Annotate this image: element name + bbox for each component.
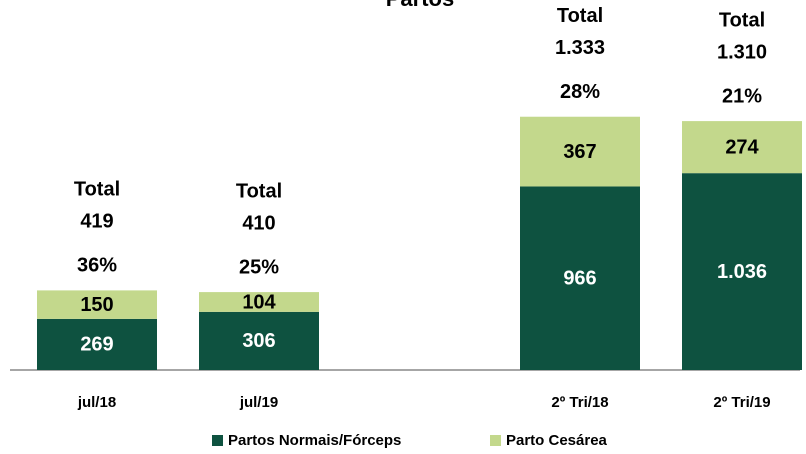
segment-label: 966 <box>563 268 596 290</box>
total-title: Total <box>236 180 282 202</box>
total-value: 1.310 <box>717 41 767 63</box>
share-label: 25% <box>239 256 279 278</box>
bar-segment <box>520 186 640 370</box>
segment-label: 269 <box>80 334 113 356</box>
total-title: Total <box>719 9 765 31</box>
bar-segment <box>520 116 640 187</box>
legend-swatch <box>490 435 501 446</box>
total-value: 419 <box>80 211 113 233</box>
x-tick-label: 2º Tri/19 <box>713 394 770 411</box>
chart-title: Partos <box>386 0 454 11</box>
segment-label: 104 <box>242 291 276 313</box>
total-title: Total <box>74 179 120 201</box>
legend-swatch <box>212 435 223 446</box>
bar-segment <box>199 292 319 312</box>
segment-label: 1.036 <box>717 261 767 283</box>
total-value: 1.333 <box>555 37 605 59</box>
share-label: 21% <box>722 85 762 107</box>
share-label: 28% <box>560 81 600 103</box>
segment-label: 150 <box>80 294 113 316</box>
x-tick-label: jul/19 <box>239 394 278 411</box>
total-title: Total <box>557 5 603 27</box>
bar-segment <box>682 173 802 370</box>
bar-segment <box>199 311 319 370</box>
bar-segment <box>37 318 157 370</box>
x-tick-label: 2º Tri/18 <box>551 394 608 411</box>
legend-label: Partos Normais/Fórceps <box>228 432 401 449</box>
share-label: 36% <box>77 255 117 277</box>
legend-label: Parto Cesárea <box>506 432 608 449</box>
segment-label: 306 <box>242 330 275 352</box>
x-tick-label: jul/18 <box>77 394 116 411</box>
bar-segment <box>37 290 157 319</box>
bar-segment <box>682 121 802 174</box>
segment-label: 274 <box>725 136 759 158</box>
total-value: 410 <box>242 212 275 234</box>
segment-label: 367 <box>563 141 596 163</box>
